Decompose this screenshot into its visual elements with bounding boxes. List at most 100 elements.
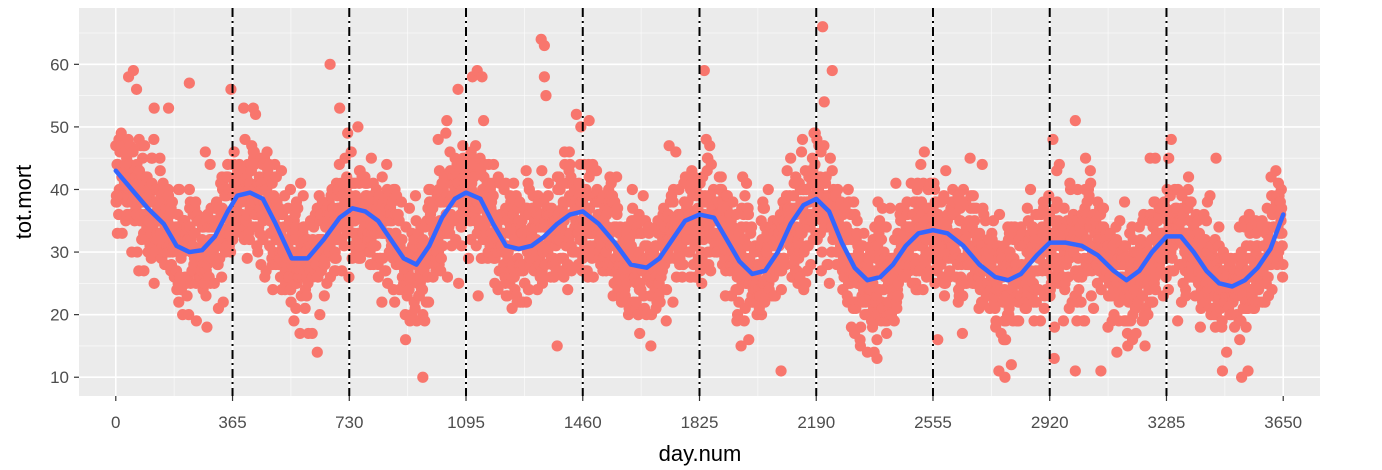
scatter-point	[795, 146, 808, 158]
scatter-point	[1048, 321, 1061, 333]
scatter-point	[891, 302, 903, 314]
scatter-point	[993, 208, 1006, 221]
scatter-point	[626, 183, 638, 196]
scatter-point	[558, 271, 570, 283]
scatter-point	[775, 365, 787, 377]
scatter-point	[630, 296, 642, 308]
scatter-point	[1024, 183, 1037, 196]
scatter-point	[832, 183, 844, 196]
scatter-point	[705, 158, 717, 171]
x-tick-label: 365	[218, 413, 246, 432]
scatter-point	[1127, 233, 1139, 246]
y-axis-title: tot.mort	[11, 165, 36, 240]
scatter-point	[818, 140, 830, 152]
scatter-point	[190, 315, 202, 327]
scatter-point	[395, 196, 407, 208]
scatter-point	[826, 64, 838, 77]
scatter-point	[416, 284, 429, 296]
scatter-point	[404, 315, 416, 327]
scatter-point	[957, 183, 969, 196]
scatter-point	[660, 284, 673, 296]
scatter-point	[932, 334, 944, 346]
scatter-point	[746, 221, 758, 233]
y-tick-label: 40	[50, 180, 69, 199]
scatter-point	[342, 127, 354, 139]
y-tick-label: 60	[50, 55, 69, 74]
x-tick-label: 2190	[797, 413, 835, 432]
scatter-point	[740, 177, 753, 189]
scatter-point	[861, 346, 874, 358]
scatter-point	[681, 233, 693, 246]
scatter-point	[1058, 202, 1070, 214]
scatter-point	[775, 284, 787, 296]
scatter-point	[261, 146, 273, 158]
scatter-point	[758, 202, 771, 214]
scatter-point	[200, 290, 212, 302]
scatter-point	[667, 296, 679, 308]
x-axis-title: day.num	[659, 441, 742, 466]
scatter-point	[1276, 271, 1289, 283]
scatter-point	[587, 271, 599, 283]
scatter-point	[381, 158, 393, 171]
scatter-point	[432, 133, 444, 146]
scatter-point	[116, 227, 128, 239]
scatter-point	[138, 140, 151, 152]
scatter-point	[294, 327, 306, 340]
scatter-point	[857, 240, 869, 252]
scatter-point	[928, 183, 941, 196]
scatter-point	[1172, 315, 1184, 327]
scatter-point	[755, 309, 768, 321]
scatter-point	[999, 371, 1011, 383]
scatter-point	[938, 290, 951, 302]
scatter-point	[645, 340, 657, 352]
scatter-point	[487, 190, 499, 202]
scatter-point	[822, 258, 835, 271]
scatter-point	[228, 146, 240, 158]
scatter-point	[453, 277, 465, 289]
y-tick-label: 30	[50, 243, 69, 262]
scatter-point	[823, 277, 835, 289]
scatter-point	[345, 146, 357, 158]
scatter-point	[858, 227, 870, 239]
smooth-line	[113, 168, 1286, 289]
scatter-point	[154, 152, 166, 164]
scatter-point	[892, 290, 904, 302]
scatter-point	[324, 58, 336, 70]
scatter-point	[1200, 215, 1213, 227]
scatter-point	[1057, 315, 1070, 327]
scatter-point	[940, 165, 952, 177]
scatter-point	[705, 265, 717, 277]
scatter-point	[1087, 302, 1100, 314]
scatter-point	[1270, 165, 1282, 177]
scatter-point	[1236, 371, 1248, 383]
scatter-point	[127, 146, 139, 158]
x-tick-label: 1460	[564, 413, 602, 432]
scatter-point	[204, 158, 216, 171]
scatter-point	[1048, 352, 1060, 365]
scatter-point	[380, 265, 392, 277]
scatter-point	[131, 246, 143, 258]
scatter-point	[563, 146, 575, 158]
scatter-point	[419, 315, 431, 327]
scatter-point	[727, 196, 739, 208]
scatter-point	[542, 190, 554, 202]
scatter-point	[538, 39, 550, 52]
scatter-point	[173, 296, 185, 308]
scatter-point	[130, 83, 143, 95]
scatter-point	[138, 265, 150, 277]
scatter-point	[1165, 133, 1177, 146]
scatter-point	[1150, 284, 1162, 296]
scatter-point	[989, 302, 1001, 314]
y-tick-label: 10	[50, 368, 69, 387]
scatter-point	[1262, 271, 1274, 283]
scatter-point	[956, 327, 969, 340]
scatter-point	[314, 309, 326, 321]
scatter-point	[148, 277, 160, 289]
scatter-point	[365, 152, 377, 164]
scatter-point	[409, 190, 422, 202]
scatter-point	[299, 302, 311, 314]
scatter-point	[1221, 346, 1233, 358]
scatter-point	[290, 302, 302, 314]
scatter-point	[330, 252, 342, 264]
x-tick-label: 2555	[914, 413, 952, 432]
